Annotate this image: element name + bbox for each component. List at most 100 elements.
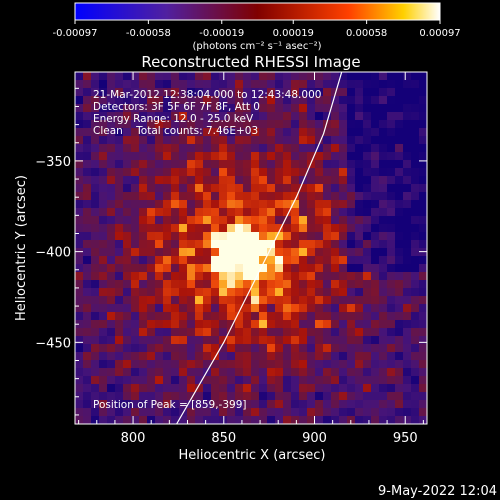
heatmap-cell	[123, 312, 132, 321]
heatmap-cell	[131, 80, 140, 89]
heatmap-cell	[347, 160, 356, 169]
heatmap-cell	[339, 304, 348, 313]
heatmap-cell	[155, 400, 164, 409]
heatmap-cell	[115, 136, 124, 145]
heatmap-cell	[211, 368, 220, 377]
heatmap-cell	[419, 144, 427, 153]
heatmap-cell	[123, 224, 132, 233]
heatmap-cell	[91, 256, 100, 265]
heatmap-cell	[155, 192, 164, 201]
heatmap-cell	[323, 352, 332, 361]
heatmap-cell	[107, 136, 116, 145]
heatmap-cell	[291, 80, 300, 89]
heatmap-cell	[315, 80, 324, 89]
heatmap-cell	[251, 104, 260, 113]
heatmap-cell	[395, 112, 404, 121]
heatmap-cell	[123, 232, 132, 241]
heatmap-cell	[91, 280, 100, 289]
heatmap-cell	[187, 184, 196, 193]
heatmap-cell	[219, 152, 228, 161]
heatmap-cell	[219, 136, 228, 145]
heatmap-cell	[251, 384, 260, 393]
heatmap-cell	[395, 104, 404, 113]
heatmap-cell	[379, 232, 388, 241]
heatmap-cell	[147, 400, 156, 409]
heatmap-cell	[403, 256, 412, 265]
heatmap-cell	[115, 128, 124, 137]
heatmap-cell	[115, 400, 124, 409]
heatmap-cell	[275, 272, 284, 281]
heatmap-cell	[171, 144, 180, 153]
heatmap-cell	[147, 224, 156, 233]
heatmap-cell	[251, 216, 260, 225]
heatmap-cell	[283, 184, 292, 193]
heatmap-cell	[219, 184, 228, 193]
heatmap-cell	[403, 248, 412, 257]
heatmap-cell	[195, 144, 204, 153]
colorbar-tick-label: -0.00058	[126, 28, 171, 39]
heatmap-cell	[283, 304, 292, 313]
heatmap-cell	[323, 72, 332, 81]
heatmap-cell	[403, 376, 412, 385]
heatmap-cell	[147, 368, 156, 377]
heatmap-cell	[99, 280, 108, 289]
heatmap-cell	[163, 80, 172, 89]
heatmap-cell	[155, 104, 164, 113]
heatmap-cell	[267, 128, 276, 137]
heatmap-cell	[115, 352, 124, 361]
heatmap-cell	[139, 344, 148, 353]
heatmap-cell	[251, 264, 260, 273]
heatmap-cell	[171, 408, 180, 417]
heatmap-cell	[283, 264, 292, 273]
heatmap-cell	[347, 96, 356, 105]
heatmap-cell	[315, 240, 324, 249]
heatmap-cell	[371, 96, 380, 105]
heatmap-cell	[291, 168, 300, 177]
heatmap-cell	[179, 240, 188, 249]
heatmap-cell	[331, 400, 340, 409]
heatmap-cell	[99, 240, 108, 249]
heatmap-cell	[395, 336, 404, 345]
heatmap-cell	[227, 272, 236, 281]
heatmap-cell	[419, 208, 427, 217]
heatmap-cell	[203, 184, 212, 193]
heatmap-cell	[315, 392, 324, 401]
heatmap-cell	[155, 128, 164, 137]
heatmap-cell	[123, 200, 132, 209]
heatmap-cell	[75, 88, 84, 97]
heatmap-cell	[275, 232, 284, 241]
heatmap-cell	[171, 96, 180, 105]
heatmap-cell	[251, 408, 260, 417]
heatmap-cell	[187, 96, 196, 105]
heatmap-cell	[155, 336, 164, 345]
heatmap-cell	[323, 192, 332, 201]
heatmap-cell	[163, 392, 172, 401]
heatmap-cell	[139, 280, 148, 289]
heatmap-cell	[323, 336, 332, 345]
heatmap-cell	[139, 152, 148, 161]
heatmap-cell	[379, 304, 388, 313]
heatmap-cell	[75, 104, 84, 113]
heatmap-cell	[75, 80, 84, 89]
heatmap-cell	[155, 360, 164, 369]
colorbar-gradient	[74, 2, 441, 21]
x-tick-label: 950	[393, 431, 418, 446]
heatmap-cell	[323, 256, 332, 265]
heatmap-cell	[211, 248, 220, 257]
heatmap-cell	[355, 136, 364, 145]
heatmap-cell	[307, 248, 316, 257]
heatmap-cell	[187, 128, 196, 137]
heatmap-cell	[339, 232, 348, 241]
heatmap-cell	[179, 232, 188, 241]
heatmap-cell	[299, 304, 308, 313]
heatmap-cell	[371, 112, 380, 121]
heatmap-cell	[267, 112, 276, 121]
heatmap-cell	[227, 288, 236, 297]
heatmap-cell	[171, 328, 180, 337]
heatmap-cell	[403, 192, 412, 201]
heatmap-cell	[275, 144, 284, 153]
heatmap-cell	[307, 272, 316, 281]
heatmap-cell	[251, 248, 260, 257]
heatmap-cell	[219, 376, 228, 385]
heatmap-cell	[315, 152, 324, 161]
